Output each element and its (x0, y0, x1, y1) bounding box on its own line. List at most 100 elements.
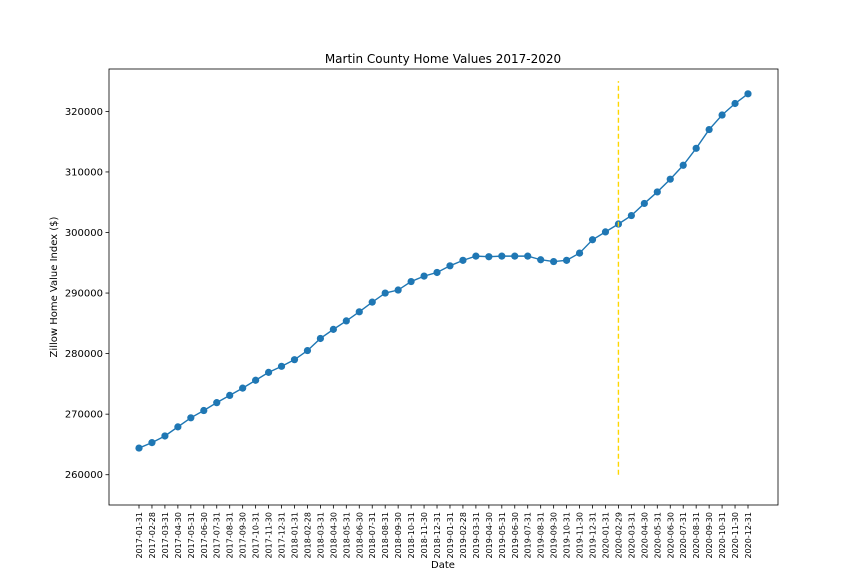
data-point (239, 384, 247, 392)
data-point (550, 257, 558, 266)
x-axis-label: Date (431, 560, 455, 571)
y-tick-label: 310000 (65, 167, 103, 178)
data-point (161, 432, 169, 440)
x-tick-label: 2017-01-31 (135, 512, 144, 559)
x-tick-label: 2018-07-31 (368, 512, 377, 559)
data-point (679, 161, 687, 169)
x-tick-label: 2017-10-31 (252, 512, 261, 559)
chart-title: Martin County Home Values 2017-2020 (325, 52, 561, 66)
data-point (537, 256, 545, 264)
x-tick-label: 2018-04-30 (329, 512, 338, 559)
data-point (174, 423, 182, 431)
x-tick-label: 2017-05-31 (187, 512, 196, 559)
data-point (588, 236, 597, 244)
data-point (627, 211, 635, 220)
y-tick-label: 320000 (65, 107, 103, 118)
x-tick-label: 2020-08-31 (692, 512, 701, 559)
data-point (252, 376, 260, 384)
x-tick-label: 2018-02-28 (303, 512, 312, 559)
data-point (316, 334, 325, 343)
data-point (407, 277, 415, 286)
data-point (472, 252, 480, 260)
y-tick-label: 290000 (65, 289, 103, 300)
x-tick-label: 2018-01-31 (290, 512, 299, 559)
x-tick-label: 2017-12-31 (278, 512, 287, 559)
data-point (329, 325, 337, 333)
data-point (459, 256, 467, 264)
x-tick-label: 2017-04-30 (174, 512, 183, 559)
data-point (368, 298, 376, 306)
x-tick-label: 2019-02-28 (459, 512, 468, 559)
x-tick-label: 2020-06-30 (666, 512, 675, 559)
data-point (381, 289, 389, 297)
y-axis-label: Zillow Home Value Index ($) (49, 216, 60, 357)
x-tick-label: 2020-03-31 (627, 512, 636, 559)
x-tick-label: 2017-06-30 (200, 512, 209, 559)
data-point (485, 253, 493, 261)
x-tick-label: 2019-04-30 (485, 512, 494, 559)
x-tick-label: 2020-07-31 (679, 512, 688, 559)
x-tick-label: 2019-03-31 (472, 512, 481, 559)
data-point (718, 111, 726, 119)
data-point (420, 272, 428, 280)
data-point (575, 249, 584, 257)
y-tick-label: 300000 (65, 228, 103, 239)
data-point (744, 90, 752, 98)
x-tick-label: 2019-05-31 (498, 512, 507, 559)
x-tick-label: 2019-10-31 (563, 512, 572, 559)
data-point (640, 199, 648, 208)
x-tick-label: 2018-12-31 (433, 512, 442, 559)
x-tick-label: 2018-05-31 (342, 512, 351, 559)
data-point (446, 262, 454, 270)
data-point (187, 414, 195, 422)
axes-frame (108, 68, 779, 506)
x-tick-label: 2018-10-31 (407, 512, 416, 559)
x-tick-label: 2018-09-30 (394, 512, 403, 559)
x-tick-label: 2020-11-30 (731, 512, 740, 559)
data-point (264, 368, 273, 376)
x-tick-label: 2020-12-31 (744, 512, 753, 559)
data-point (290, 356, 299, 364)
x-tick-label: 2017-02-28 (148, 512, 157, 559)
x-tick-label: 2017-08-31 (226, 512, 235, 559)
x-tick-label: 2018-11-30 (420, 512, 429, 559)
data-point (731, 99, 739, 108)
data-point (303, 346, 312, 355)
x-tick-label: 2019-08-31 (537, 512, 546, 559)
data-point (213, 399, 221, 407)
y-tick-label: 270000 (65, 410, 103, 421)
data-point (524, 252, 532, 260)
data-point (394, 286, 402, 294)
data-point (355, 308, 363, 316)
x-tick-label: 2018-06-30 (355, 512, 364, 559)
data-point (692, 144, 700, 152)
x-tick-label: 2017-07-31 (213, 512, 222, 559)
x-tick-label: 2018-08-31 (381, 512, 390, 559)
x-tick-label: 2018-03-31 (316, 512, 325, 559)
data-point (277, 362, 286, 370)
data-point (601, 228, 610, 236)
data-point (200, 406, 208, 415)
x-tick-label: 2017-11-30 (265, 512, 274, 559)
data-point (148, 439, 156, 447)
data-point (226, 391, 234, 399)
x-tick-label: 2017-09-30 (239, 512, 248, 559)
x-tick-label: 2020-10-31 (718, 512, 727, 559)
data-point (498, 252, 506, 260)
x-tick-label: 2020-05-31 (653, 512, 662, 559)
plot-area: 260000 270000 280000 290000 300000 310000 3200… (65, 68, 779, 559)
x-tick-label: 2020-04-30 (640, 512, 649, 559)
x-tick-label: 2017-03-31 (161, 512, 170, 559)
data-point (511, 252, 519, 260)
x-tick-label: 2020-01-31 (601, 512, 610, 559)
y-tick-label: 280000 (65, 349, 103, 360)
x-tick-label: 2019-07-31 (524, 512, 533, 559)
x-tick-label: 2020-09-30 (705, 512, 714, 559)
x-tick-label: 2019-11-30 (576, 512, 585, 559)
data-point (653, 188, 661, 196)
data-point (666, 175, 674, 183)
data-point (135, 444, 143, 452)
